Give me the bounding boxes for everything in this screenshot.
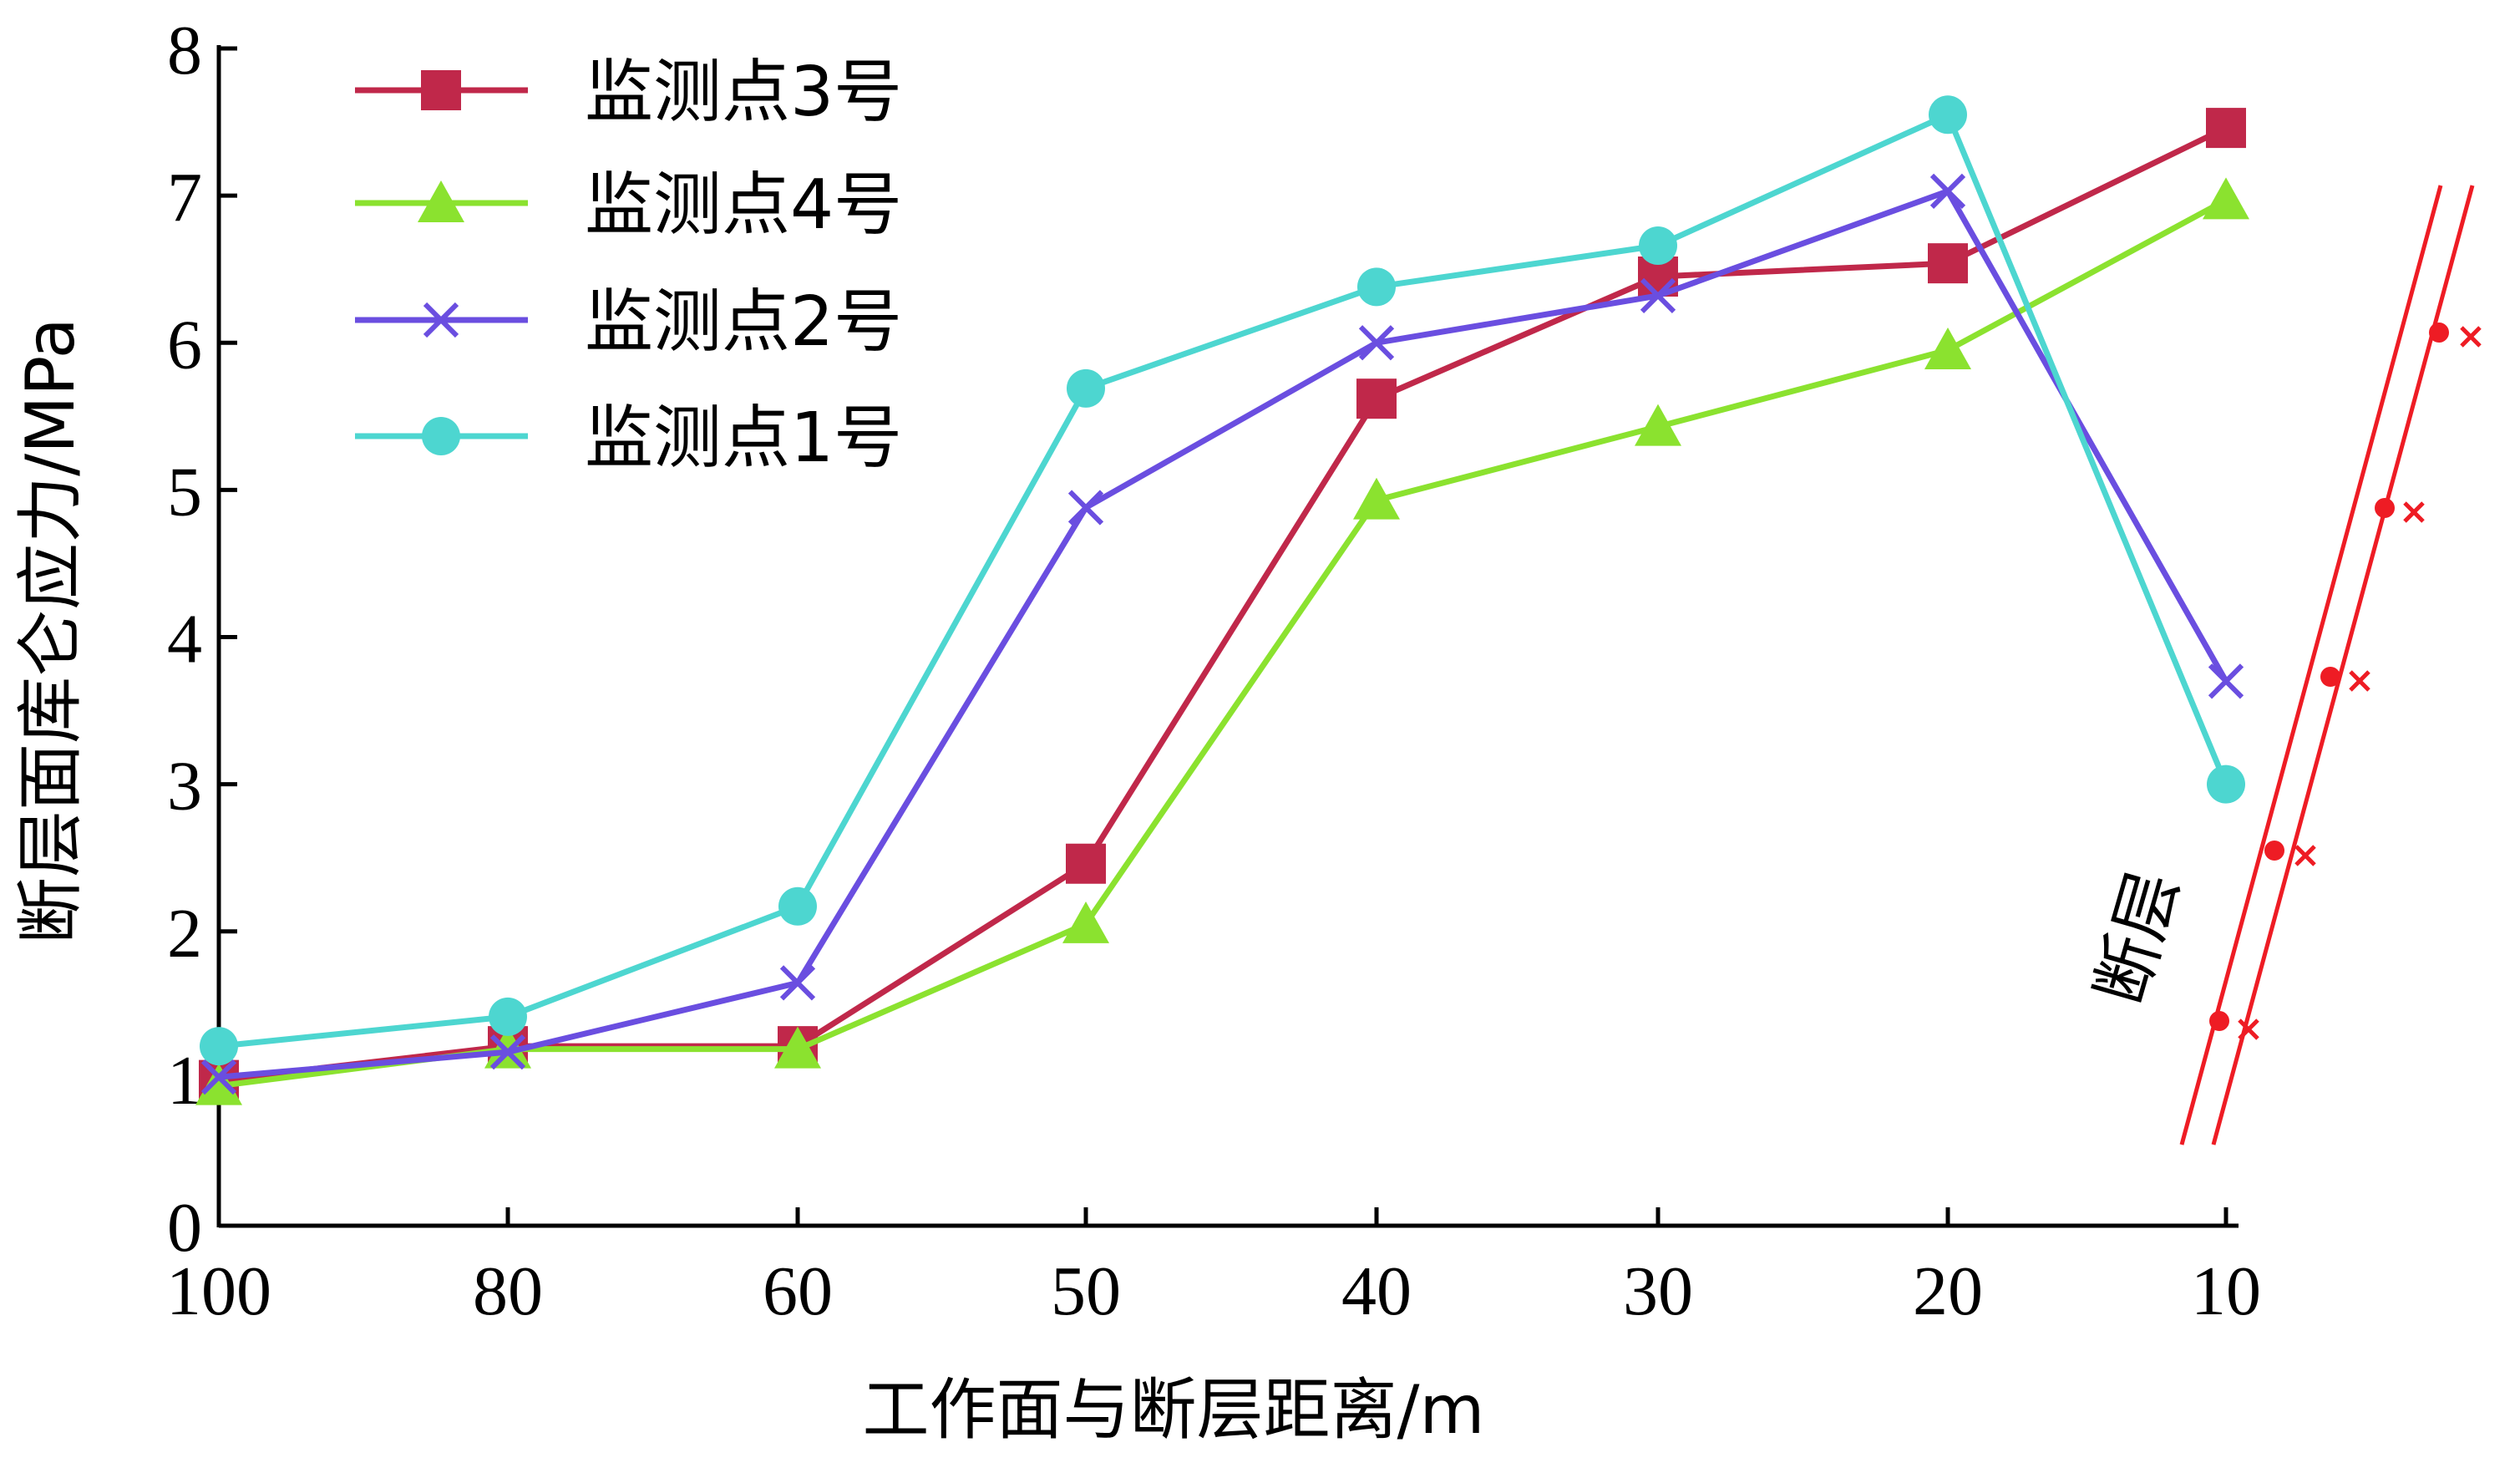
data-point-x <box>1929 173 1966 209</box>
legend-marker-x <box>423 302 459 338</box>
y-tick-label: 5 <box>167 453 202 531</box>
data-point-x-stroke-b <box>1358 325 1395 361</box>
y-tick-label: 4 <box>167 601 202 678</box>
data-point-x <box>2208 663 2244 699</box>
fault-cross <box>2294 845 2316 866</box>
data-point-x-stroke-b <box>1640 277 1676 314</box>
fault-cross-stroke-b <box>2238 1018 2259 1040</box>
legend-marker-x-stroke-b <box>423 302 459 338</box>
fault-dot <box>2209 1011 2229 1031</box>
x-tick-label: 60 <box>763 1252 833 1330</box>
fault-annotation: 断层 <box>2081 185 2482 1145</box>
legend-marker-circle <box>422 417 460 455</box>
legend-marker-triangle <box>418 180 464 222</box>
fault-cross-stroke-b <box>2294 845 2316 866</box>
axes: 0 1 2 3 4 5 6 7 8 100 80 60 50 40 30 20 10 工作面与断层距离/m 断层面库… <box>12 12 2261 1449</box>
data-point-square <box>2206 108 2246 149</box>
data-point-circle <box>1929 95 1967 135</box>
y-tick-label: 3 <box>167 748 202 825</box>
data-point-x <box>779 965 816 1001</box>
legend-item: 监测点3号 <box>355 53 902 132</box>
data-point-circle <box>489 997 527 1036</box>
series-4 <box>200 95 2245 1066</box>
legend-label: 监测点3号 <box>585 53 902 132</box>
data-point-x-stroke-b <box>489 1034 526 1070</box>
data-point-x <box>489 1034 526 1070</box>
fault-cross <box>2460 326 2482 348</box>
data-point-x <box>200 1059 237 1095</box>
legend-label: 监测点4号 <box>585 165 902 245</box>
data-point-x-stroke-b <box>1929 173 1966 209</box>
y-tick-label: 7 <box>167 159 202 236</box>
data-point-triangle <box>484 1026 531 1069</box>
y-tick-label: 0 <box>167 1189 202 1267</box>
data-point-triangle <box>1924 328 1971 370</box>
fault-cross-stroke-b <box>2403 501 2425 523</box>
fault-line-left <box>2179 185 2443 1145</box>
x-axis-title: 工作面与断层距离/m <box>863 1371 1485 1449</box>
fault-label: 断层 <box>2081 863 2193 1013</box>
data-point-square <box>1066 843 1106 884</box>
data-point-circle <box>1639 226 1677 266</box>
fault-cross <box>2238 1018 2259 1040</box>
series-1 <box>199 108 2246 1100</box>
series-2 <box>195 177 2249 1105</box>
series-line <box>218 124 2228 1084</box>
fault-line-right <box>2211 185 2475 1145</box>
legend-label: 监测点1号 <box>585 399 902 478</box>
fault-cross <box>2349 670 2370 692</box>
data-point-triangle <box>1062 901 1109 943</box>
data-point-circle <box>1067 368 1105 408</box>
data-point-circle <box>778 886 817 926</box>
data-point-square <box>1928 243 1968 284</box>
data-point-x-stroke-b <box>1067 490 1104 526</box>
fault-cross-stroke-b <box>2460 326 2482 348</box>
x-tick-label: 40 <box>1341 1252 1412 1330</box>
x-tick-label: 30 <box>1623 1252 1693 1330</box>
y-tick-label: 8 <box>167 12 202 89</box>
data-point-triangle <box>1635 404 1681 446</box>
series-line <box>218 197 2228 1090</box>
fault-cross-stroke-b <box>2349 670 2370 692</box>
y-tick-label: 1 <box>167 1042 202 1120</box>
data-point-x-stroke-b <box>779 965 816 1001</box>
data-point-x <box>1640 277 1676 314</box>
legend-item: 监测点4号 <box>355 165 902 245</box>
data-point-triangle <box>774 1026 821 1069</box>
y-axis-title: 断层面库仑应力/MPa <box>12 317 89 944</box>
fault-dot <box>2264 841 2284 861</box>
x-tick-label: 10 <box>2191 1252 2261 1330</box>
fault-dot <box>2429 323 2449 343</box>
series-layer <box>195 95 2249 1105</box>
x-tick-label: 100 <box>166 1252 271 1330</box>
legend-item: 监测点1号 <box>355 399 902 478</box>
data-point-triangle <box>2203 177 2249 220</box>
x-tick-label: 80 <box>473 1252 543 1330</box>
data-point-x-stroke-b <box>2208 663 2244 699</box>
x-tick-label: 20 <box>1913 1252 1983 1330</box>
data-point-x <box>1067 490 1104 526</box>
fault-cross <box>2403 501 2425 523</box>
legend-label: 监测点2号 <box>585 282 902 362</box>
data-point-square <box>1356 378 1397 419</box>
series-3 <box>200 173 2244 1095</box>
fault-dot <box>2375 498 2395 518</box>
data-point-triangle <box>195 1063 242 1105</box>
fault-dot <box>2320 667 2340 687</box>
y-tick-label: 6 <box>167 306 202 384</box>
data-point-x-stroke-b <box>200 1059 237 1095</box>
series-line <box>218 111 2229 1049</box>
data-point-circle <box>200 1027 238 1066</box>
data-point-x <box>1358 325 1395 361</box>
legend-marker-square <box>421 70 461 110</box>
legend-item: 监测点2号 <box>355 282 902 362</box>
data-point-circle <box>2207 764 2245 804</box>
series-line <box>218 188 2229 1080</box>
data-point-triangle <box>1353 477 1400 520</box>
x-tick-label: 50 <box>1051 1252 1121 1330</box>
y-tick-label: 2 <box>167 895 202 973</box>
data-point-circle <box>1357 267 1396 307</box>
